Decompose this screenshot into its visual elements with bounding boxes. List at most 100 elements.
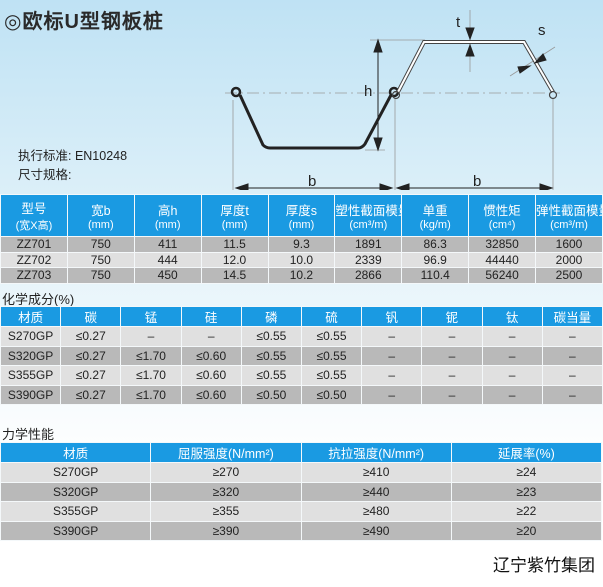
- table-cell: 56240: [468, 267, 536, 284]
- column-header: 材质: [0, 442, 152, 463]
- table-cell: 2339: [334, 251, 403, 268]
- table-cell: ≤0.50: [300, 384, 363, 405]
- table-cell: 411: [133, 236, 202, 253]
- table-cell: –: [180, 326, 242, 347]
- table-cell: 2000: [535, 251, 603, 268]
- table-cell: 10.0: [267, 251, 336, 268]
- table-cell: 32850: [468, 236, 536, 253]
- table-cell: ≤0.27: [60, 326, 122, 347]
- column-header: 单重 (kg/m): [401, 194, 470, 237]
- table-cell: ≤0.55: [240, 365, 302, 386]
- table-row: S390GP ≥390 ≥490 ≥20: [0, 520, 603, 541]
- column-header: 钛: [481, 306, 543, 327]
- table-cell: S320GP: [0, 345, 62, 366]
- table-cell: –: [481, 345, 543, 366]
- column-header: 惯性矩 (cm⁴): [468, 194, 536, 237]
- table-cell: ≤0.55: [300, 365, 363, 386]
- label-b-left: b: [308, 173, 316, 190]
- table-cell: ≤1.70: [120, 384, 182, 405]
- header-line: 单重: [422, 204, 448, 218]
- column-header: 铌: [421, 306, 483, 327]
- table-cell: ≥270: [150, 462, 302, 483]
- header-row: 材质碳锰硅磷硫钒铌钛碳当量: [0, 306, 603, 327]
- table-cell: 750: [66, 267, 135, 284]
- table-cell: ≥355: [150, 501, 302, 522]
- table-cell: ≤0.55: [240, 345, 302, 366]
- table-row: S320GP ≥320 ≥440 ≥23: [0, 481, 603, 502]
- column-header: 磷: [240, 306, 302, 327]
- mechanical-title: 力学性能: [2, 427, 55, 442]
- dimensions-table: 型号(宽X高)宽b(mm)高h(mm)厚度t(mm)厚度s(mm)塑性截面模量(…: [0, 194, 603, 284]
- sheet-pile-diagram: t s h b b: [225, 10, 560, 190]
- table-cell: ≥320: [150, 481, 302, 502]
- table-cell: –: [541, 365, 603, 386]
- table-cell: ≥22: [450, 501, 603, 522]
- header-unit: (mm): [154, 219, 181, 231]
- spec-label: 尺寸规格:: [18, 168, 72, 182]
- table-cell: 450: [133, 267, 202, 284]
- header-line: 厚度s: [285, 204, 318, 218]
- table-row: ZZ701 750 411 11.5 9.3 1891 86.3 32850 1600: [0, 236, 603, 253]
- table-cell: 2500: [535, 267, 603, 284]
- table-cell: ZZ703: [0, 267, 68, 284]
- table-cell: ZZ702: [0, 251, 68, 268]
- chemical-table: 材质碳锰硅磷硫钒铌钛碳当量 S270GP ≤0.27– – ≤0.55 ≤0.55– – – –…: [0, 306, 603, 405]
- table-cell: –: [361, 384, 423, 405]
- table-cell: 750: [66, 251, 135, 268]
- header-unit: (宽X高): [15, 220, 53, 232]
- table-cell: 444: [133, 251, 202, 268]
- header-line: 惯性矩: [483, 204, 521, 218]
- table-cell: 14.5: [200, 267, 269, 284]
- header-unit: (cm⁴): [488, 219, 516, 231]
- column-header: 高h (mm): [133, 194, 202, 237]
- table-cell: –: [541, 326, 603, 347]
- table-row: S390GP ≤0.27 ≤1.70 ≤0.60 ≤0.50 ≤0.50– – – –: [0, 384, 603, 405]
- table-cell: ≤0.60: [180, 384, 242, 405]
- table-cell: S390GP: [0, 384, 62, 405]
- table-row: S320GP ≤0.27 ≤1.70 ≤0.60 ≤0.55 ≤0.55– – – –: [0, 345, 603, 366]
- table-cell: ≤0.55: [300, 326, 363, 347]
- table-cell: ≤0.27: [60, 384, 122, 405]
- column-header: 碳: [60, 306, 122, 327]
- table-cell: –: [481, 365, 543, 386]
- header-line: 弹性截面模量: [536, 204, 602, 218]
- table-cell: –: [361, 326, 423, 347]
- column-header: 弹性截面模量(cm³/m): [535, 194, 603, 237]
- table-cell: –: [120, 326, 182, 347]
- header-line: 宽b: [91, 204, 111, 218]
- table-cell: 110.4: [401, 267, 470, 284]
- table-cell: ≤0.27: [60, 345, 122, 366]
- label-b-right: b: [473, 173, 481, 190]
- header-unit: (mm): [87, 219, 114, 231]
- table-row: S355GP ≥355 ≥480 ≥22: [0, 501, 603, 522]
- table-cell: ≤0.27: [60, 365, 122, 386]
- column-header: 宽b (mm): [66, 194, 135, 237]
- header-line: 厚度t: [220, 204, 249, 218]
- table-cell: 2866: [334, 267, 403, 284]
- table-cell: ≤1.70: [120, 365, 182, 386]
- column-header: 钒: [361, 306, 423, 327]
- table-cell: –: [481, 326, 543, 347]
- header-row: 型号(宽X高)宽b(mm)高h(mm)厚度t(mm)厚度s(mm)塑性截面模量(…: [0, 194, 603, 237]
- table-cell: ≤0.50: [240, 384, 302, 405]
- header-unit: (mm): [288, 219, 315, 231]
- table-row: S270GP ≥270 ≥410 ≥24: [0, 462, 603, 483]
- table-row: ZZ702 750 444 12.0 10.0 2339 96.9 44440 2000: [0, 251, 603, 268]
- header-line: 塑性截面模量: [335, 204, 401, 218]
- column-header: 锰: [120, 306, 182, 327]
- table-cell: 96.9: [401, 251, 470, 268]
- column-header: 材质: [0, 306, 62, 327]
- column-header: 延展率(%): [450, 442, 603, 463]
- column-header: 厚度s (mm): [267, 194, 336, 237]
- column-header: 抗拉强度(N/mm²): [300, 442, 452, 463]
- table-cell: ≤1.70: [120, 345, 182, 366]
- table-cell: ≥24: [450, 462, 603, 483]
- table-cell: ≤0.60: [180, 365, 242, 386]
- label-t: t: [456, 14, 461, 31]
- column-header: 硫: [300, 306, 363, 327]
- column-header: 屈服强度(N/mm²): [150, 442, 302, 463]
- header-row: 材质 屈服强度(N/mm²) 抗拉强度(N/mm²) 延展率(%): [0, 442, 603, 463]
- header-unit: (cm³/m): [550, 219, 588, 231]
- table-cell: 44440: [468, 251, 536, 268]
- table-cell: ≥23: [450, 481, 603, 502]
